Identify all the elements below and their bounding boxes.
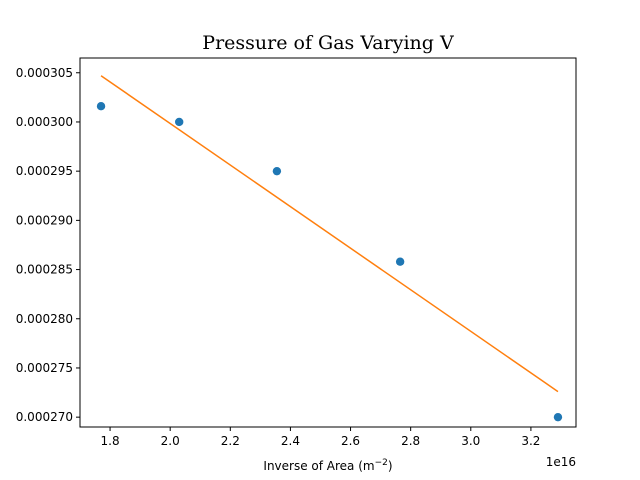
x-tick-label: 2.4 (281, 434, 300, 448)
x-tick-label: 3.2 (521, 434, 540, 448)
data-point (96, 102, 106, 111)
data-point (175, 117, 184, 127)
y-tick-label: 0.000290 (16, 213, 73, 227)
chart-title: Pressure of Gas Varying V (202, 32, 454, 54)
y-tick-label: 0.000295 (16, 164, 73, 178)
data-point (553, 412, 563, 422)
x-tick-label: 1.8 (101, 434, 120, 448)
y-tick-label: 0.000285 (16, 263, 73, 277)
x-axis: 1.8 2.0 2.2 2.4 2.6 2.8 3.0 3.2 (101, 427, 540, 448)
x-tick-label: 3.0 (461, 434, 480, 448)
y-tick-label: 0.000305 (16, 66, 73, 80)
x-tick-label: 2.2 (221, 434, 240, 448)
x-axis-label-exponent: −2 (375, 458, 388, 468)
x-axis-label-suffix: ) (388, 459, 393, 473)
plot-area (96, 75, 563, 422)
x-axis-label: Inverse of Area (m−2) (263, 458, 392, 473)
x-tick-label: 2.8 (401, 434, 420, 448)
plot-frame (79, 57, 577, 428)
y-tick-label: 0.000275 (16, 361, 73, 375)
x-tick-label: 2.6 (341, 434, 360, 448)
y-tick-label: 0.000270 (16, 410, 73, 424)
x-offset-text: 1e16 (546, 455, 576, 469)
x-axis-label-main: Inverse of Area (m (263, 459, 374, 473)
data-point (272, 166, 282, 176)
y-axis: 0.000270 0.000275 0.000280 0.000285 0.000290… (16, 66, 80, 424)
y-tick-label: 0.000280 (16, 312, 73, 326)
y-tick-label: 0.000300 (16, 115, 73, 129)
data-point (395, 257, 405, 266)
fit-line (100, 75, 559, 393)
x-tick-label: 2.0 (161, 434, 180, 448)
